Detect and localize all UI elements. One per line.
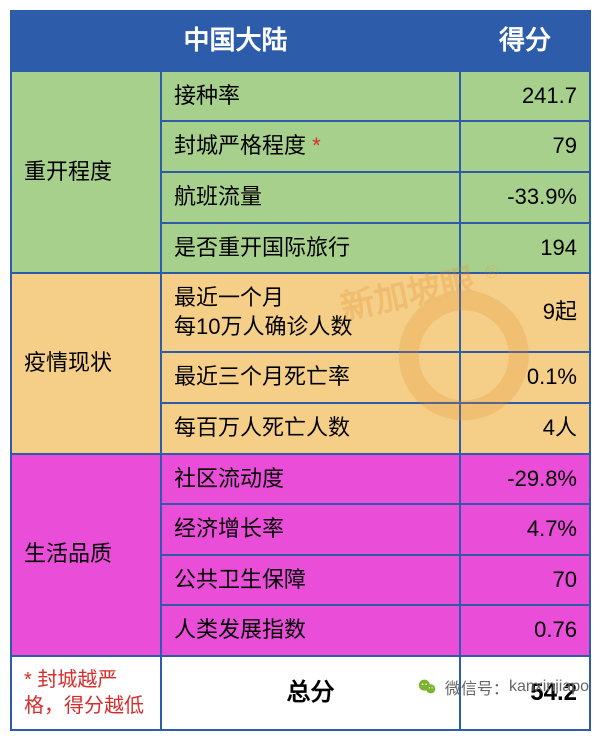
metric-cell: 航班流量 [161,172,460,223]
metric-cell: 是否重开国际旅行 [161,223,460,274]
table-row: 疫情现状最近一个月每10万人确诊人数9起 [11,273,590,352]
metric-cell: 公共卫生保障 [161,555,460,606]
bottom-bar: 微信号： kanxinjiapo [0,668,601,706]
metric-cell: 最近一个月每10万人确诊人数 [161,273,460,352]
metric-text: 每百万人死亡人数 [174,415,350,440]
score-cell: 194 [460,223,590,274]
score-cell: 4人 [460,403,590,454]
score-cell: 0.1% [460,352,590,403]
score-cell: 70 [460,555,590,606]
score-cell: 0.76 [460,605,590,656]
score-cell: 4.7% [460,504,590,555]
table-row: 重开程度接种率241.7 [11,71,590,122]
table-container: 中国大陆 得分 重开程度接种率241.7封城严格程度 *79航班流量-33.9%… [0,0,601,741]
metric-cell: 人类发展指数 [161,605,460,656]
category-cell: 生活品质 [11,454,161,656]
metric-text: 最近一个月 [174,285,284,310]
table-row: 生活品质社区流动度-29.8% [11,454,590,505]
bottom-value: kanxinjiapo [509,678,589,696]
metric-text: 封城严格程度 [174,133,306,158]
score-cell: 241.7 [460,71,590,122]
metric-cell: 最近三个月死亡率 [161,352,460,403]
metric-text: 每10万人确诊人数 [174,314,352,339]
metric-cell: 经济增长率 [161,504,460,555]
metric-text: 最近三个月死亡率 [174,364,350,389]
metric-text: 公共卫生保障 [174,567,306,592]
metric-text: 接种率 [174,83,240,108]
header-row: 中国大陆 得分 [11,11,590,71]
score-cell: 79 [460,121,590,172]
category-cell: 疫情现状 [11,273,161,453]
score-cell: -33.9% [460,172,590,223]
header-score-label: 得分 [460,11,590,71]
category-cell: 重开程度 [11,71,161,273]
header-title: 中国大陆 [11,11,460,71]
metric-cell: 接种率 [161,71,460,122]
metric-text: 经济增长率 [174,516,284,541]
metric-cell: 封城严格程度 * [161,121,460,172]
metric-text: 社区流动度 [174,466,284,491]
score-table: 中国大陆 得分 重开程度接种率241.7封城严格程度 *79航班流量-33.9%… [10,10,591,731]
wechat-icon [417,676,439,698]
metric-text: 航班流量 [174,184,262,209]
score-cell: 9起 [460,273,590,352]
bottom-prefix: 微信号： [445,675,509,699]
score-cell: -29.8% [460,454,590,505]
asterisk-icon: * [306,133,321,158]
metric-cell: 社区流动度 [161,454,460,505]
metric-text: 是否重开国际旅行 [174,235,350,260]
metric-cell: 每百万人死亡人数 [161,403,460,454]
metric-text: 人类发展指数 [174,617,306,642]
